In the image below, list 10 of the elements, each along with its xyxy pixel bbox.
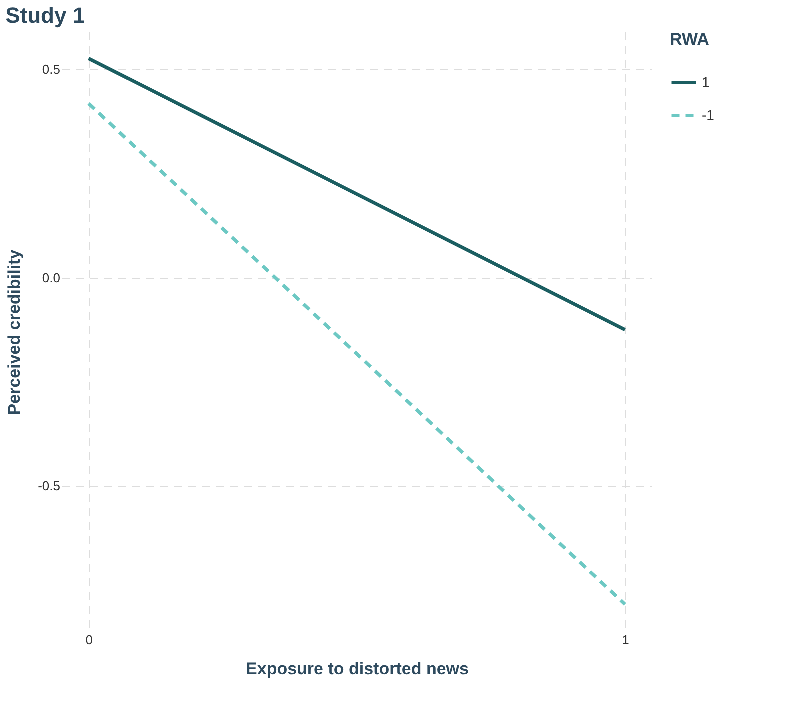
y-tick-label: 0.5 — [42, 62, 60, 77]
legend-label: 1 — [702, 74, 710, 90]
y-tick-label: 0.0 — [42, 270, 60, 286]
x-tick-label: 0 — [86, 632, 93, 648]
x-axis-title: Exposure to distorted news — [246, 660, 469, 678]
y-axis-title: Perceived credibility — [5, 249, 24, 416]
legend-label: -1 — [702, 107, 715, 123]
legend-title: RWA — [670, 30, 710, 49]
y-tick-label: -0.5 — [38, 478, 60, 494]
chart-title: Study 1 — [6, 3, 86, 28]
